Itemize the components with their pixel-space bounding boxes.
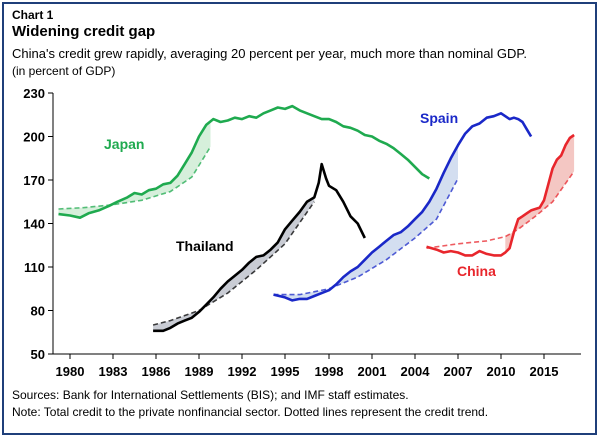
china-gap-fill <box>505 135 575 253</box>
y-tick-label: 50 <box>31 347 45 362</box>
y-tick-label: 140 <box>23 217 45 232</box>
trend-lines <box>58 146 575 326</box>
spain-gap-fill <box>273 145 458 301</box>
china-credit-line <box>426 133 575 257</box>
spain-label: Spain <box>420 110 458 126</box>
x-tick-label: 2004 <box>401 364 431 379</box>
x-tick-label: 2010 <box>487 364 516 379</box>
chart-subtitle: China's credit grew rapidly, averaging 2… <box>12 46 528 61</box>
chart-title: Widening credit gap <box>12 23 156 40</box>
china-trend-line <box>426 170 575 249</box>
x-tick-label: 1992 <box>228 364 257 379</box>
chart-number: Chart 1 <box>12 8 54 22</box>
series-labels: Japan Thailand Spain China <box>104 110 496 279</box>
x-tick-label: 2007 <box>444 364 473 379</box>
y-tick-label: 170 <box>23 173 45 188</box>
spain-credit-line <box>273 112 533 302</box>
x-tick-label: 1995 <box>271 364 300 379</box>
japan-credit-line <box>58 104 430 219</box>
thailand-gap-fill <box>153 197 315 331</box>
japan-trend-line <box>58 146 212 210</box>
x-tick-label: 1983 <box>99 364 128 379</box>
y-tick-label: 80 <box>31 304 45 319</box>
sources-text: Sources: Bank for International Settleme… <box>12 388 409 402</box>
note-text: Note: Total credit to the private nonfin… <box>12 405 489 419</box>
spain-trend-line <box>273 178 459 296</box>
x-tick-label: 1998 <box>315 364 344 379</box>
thailand-label: Thailand <box>176 238 234 254</box>
thailand-trend-line <box>152 201 315 326</box>
x-tick-label: 2001 <box>358 364 387 379</box>
y-tick-label: 200 <box>23 130 45 145</box>
thailand-credit-line <box>153 162 366 333</box>
x-tick-label: 1989 <box>185 364 214 379</box>
china-label: China <box>457 263 496 279</box>
y-tick-label: 110 <box>24 260 45 275</box>
credit-lines <box>58 104 575 333</box>
x-tick-label: 2015 <box>530 364 559 379</box>
japan-gap-fill <box>58 121 211 218</box>
x-tick-label: 1980 <box>56 364 85 379</box>
x-tick-label: 1986 <box>142 364 171 379</box>
axes: 50 80 110 140 170 200 230 1980 1983 1986 1989 1992 1… <box>23 86 581 379</box>
japan-label: Japan <box>104 136 144 152</box>
y-tick-label: 230 <box>23 86 45 101</box>
gap-fills <box>58 121 575 331</box>
unit-label: (in percent of GDP) <box>12 64 116 78</box>
